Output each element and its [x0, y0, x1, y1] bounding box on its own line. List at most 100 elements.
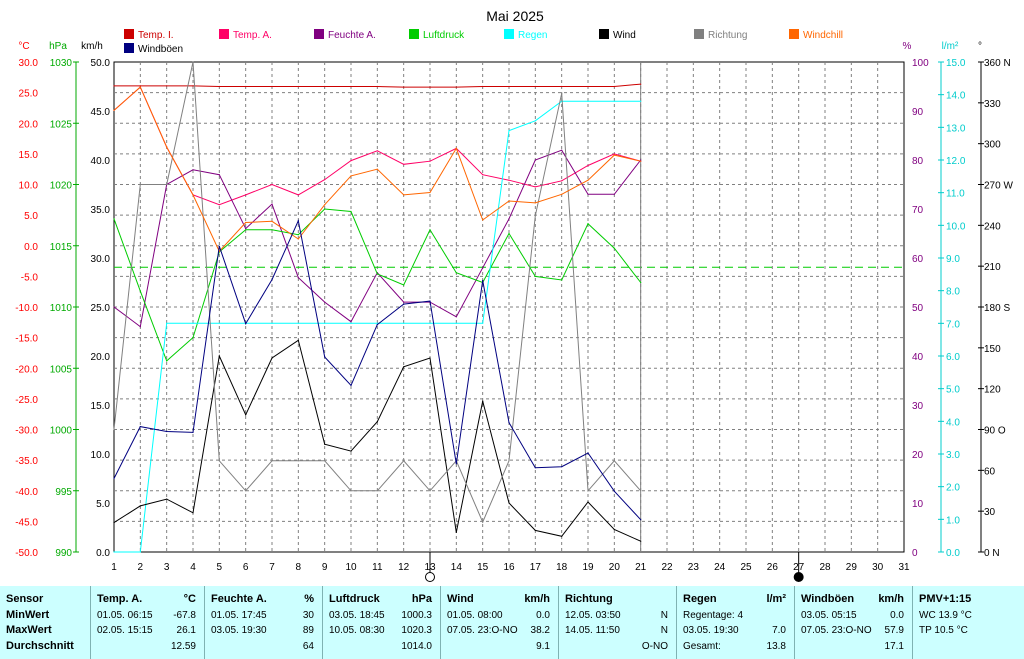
data-point: [218, 460, 220, 462]
legend-swatch: [124, 29, 134, 39]
data-point: [587, 223, 589, 225]
temp-a-max-date: 02.05.: [97, 625, 125, 636]
y-tick-label: 80: [912, 156, 924, 167]
data-point: [139, 551, 141, 553]
legend-label: Feuchte A.: [328, 30, 376, 41]
x-tick-label: 22: [661, 562, 673, 573]
regen-regentage: Regentage: 4: [683, 609, 744, 621]
y-tick-label: 20.0: [19, 119, 39, 130]
data-point: [192, 85, 194, 87]
richtung-max-value: N: [660, 625, 668, 636]
y-tick-label: 70: [912, 205, 924, 216]
y-tick-label: 1020: [50, 181, 73, 192]
y-tick-label: 90 O: [984, 426, 1006, 437]
windboeen-min-time: 05:15: [831, 609, 857, 621]
pmv-windchill: WC 13.9 °C: [919, 609, 972, 621]
data-point: [113, 218, 115, 220]
data-point: [350, 160, 352, 162]
data-point: [271, 279, 273, 281]
minwert-label: MinWert: [6, 608, 50, 621]
y-tick-label: 5.0: [24, 211, 38, 222]
durchschnitt-label: Durchschnitt: [6, 639, 74, 652]
data-point: [455, 316, 457, 318]
data-point: [166, 85, 168, 87]
y-tick-label: -35.0: [15, 456, 38, 467]
legend-label: Windchill: [803, 30, 843, 41]
data-point: [376, 490, 378, 492]
y-tick-label: 45.0: [91, 107, 111, 118]
feuchte-a-min-value: 30: [302, 609, 314, 621]
data-point: [613, 490, 615, 492]
data-point: [482, 267, 484, 269]
data-point: [192, 512, 194, 514]
data-point: [297, 85, 299, 88]
data-point: [482, 174, 484, 176]
data-point: [271, 322, 273, 324]
x-tick-label: 10: [345, 562, 357, 573]
data-point: [271, 85, 273, 88]
y-tick-label: 0 N: [984, 548, 1000, 559]
y-tick-label: -10.0: [15, 303, 38, 314]
data-point: [376, 150, 378, 152]
data-point: [455, 272, 457, 274]
y-tick-label: 0.0: [96, 548, 110, 559]
data-point: [613, 153, 615, 155]
wind-max-value: 38.2: [530, 625, 550, 636]
temp-a-unit: °C: [183, 593, 196, 605]
data-point: [245, 85, 247, 88]
legend-label: Windböen: [138, 44, 183, 55]
legend-swatch: [219, 29, 229, 39]
luftdruck-max-time: 08:30: [359, 625, 385, 636]
x-tick-label: 3: [164, 562, 170, 573]
data-point: [561, 535, 563, 537]
y-tick-label: -5.0: [21, 272, 39, 283]
wind-max-date: 07.05.: [447, 625, 475, 636]
data-point: [113, 428, 115, 431]
y-tick-label: 330: [984, 99, 1001, 110]
data-point: [429, 191, 431, 194]
y-tick-label: 210: [984, 262, 1001, 273]
data-point: [139, 86, 141, 88]
chart-grid: [113, 61, 905, 553]
y-tick-label: 3.0: [946, 450, 960, 461]
luftdruck-header: Luftdruck: [329, 593, 380, 605]
data-point: [218, 355, 220, 357]
feuchte-a-min-time: 17:45: [241, 609, 267, 621]
y-tick-label: 12.0: [946, 156, 966, 167]
windboeen-unit: km/h: [878, 593, 904, 605]
y-tick-label: 1030: [50, 58, 73, 69]
data-point: [482, 521, 484, 523]
y-tick-label: -45.0: [15, 517, 38, 528]
data-point: [403, 366, 405, 368]
data-point: [640, 83, 642, 85]
data-point: [192, 61, 194, 63]
y-tick-label: 240: [984, 221, 1001, 232]
x-tick-label: 18: [556, 562, 568, 573]
data-point: [561, 180, 563, 182]
data-point: [113, 109, 115, 111]
data-point: [640, 100, 642, 102]
y-tick-label: 120: [984, 385, 1001, 396]
wind-min-date: 01.05.: [447, 609, 475, 621]
legend-label: Temp. I.: [138, 30, 174, 41]
wind-min-time: 08:00: [477, 609, 503, 621]
x-tick-label: 5: [217, 562, 223, 573]
wind-avg-value: 9.1: [536, 640, 550, 652]
axis-unit-label: °C: [18, 41, 29, 52]
y-tick-label: 90: [912, 107, 924, 118]
windboeen-avg-value: 17.1: [884, 640, 904, 652]
data-point: [166, 322, 168, 324]
data-point: [113, 522, 115, 524]
data-point: [271, 183, 273, 186]
data-point: [561, 279, 563, 281]
data-point: [561, 466, 563, 468]
windboeen-min-date: 03.05.: [801, 609, 829, 621]
x-tick-label: 7: [269, 562, 275, 573]
y-tick-label: 50.0: [91, 58, 111, 69]
axis-unit-label: km/h: [81, 41, 103, 52]
data-point: [403, 460, 405, 462]
x-tick-label: 26: [767, 562, 779, 573]
temp-a-min-value: -67.8: [173, 609, 196, 621]
data-point: [534, 120, 536, 122]
x-tick-label: 21: [635, 562, 647, 573]
